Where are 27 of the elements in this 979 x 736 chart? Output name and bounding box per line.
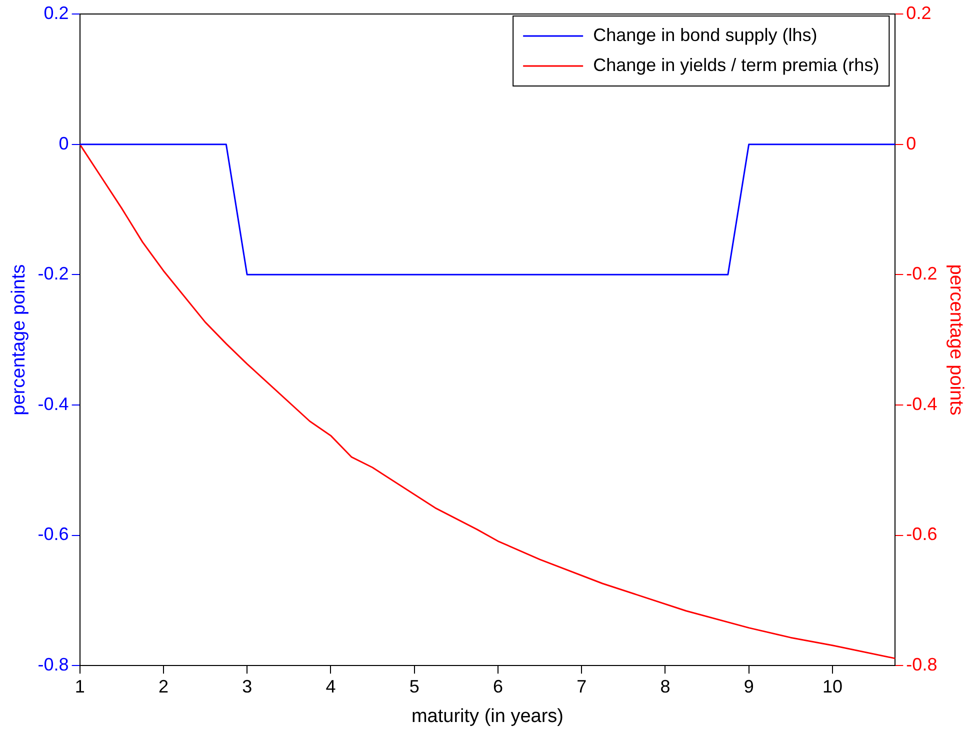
y2-tick-label: -0.2 [906,264,938,284]
y2-axis-title: percentage points [945,264,966,416]
y-tick-label: -0.4 [38,394,69,414]
y2-tick-label: -0.4 [906,394,938,414]
x-tick-label: 4 [326,676,336,696]
x-tick-label: 5 [409,676,420,696]
x-tick-label: 10 [822,676,842,696]
y2-tick-label: -0.8 [906,654,938,675]
y-tick-label: -0.6 [38,524,69,544]
x-tick-label: 6 [492,676,503,696]
x-tick-label: 3 [242,676,252,696]
legend-label: Change in yields / term premia (rhs) [593,54,880,75]
y2-tick-label: 0.2 [906,2,932,23]
x-tick-label: 2 [158,676,168,696]
y-axis-title: percentage points [8,264,30,416]
x-tick-label: 7 [576,676,587,696]
y2-tick-label: -0.6 [906,524,938,544]
x-tick-label: 1 [74,676,85,696]
y-tick-label: -0.8 [38,654,69,675]
y-tick-label: -0.2 [38,264,69,284]
x-tick-label: 9 [744,676,754,696]
y-tick-label: 0 [58,133,69,154]
x-tick-label: 8 [660,676,670,696]
legend-label: Change in bond supply (lhs) [593,24,818,45]
x-axis-title: maturity (in years) [411,706,564,727]
y2-tick-label: 0 [906,133,916,154]
y-tick-label: 0.2 [44,2,69,23]
